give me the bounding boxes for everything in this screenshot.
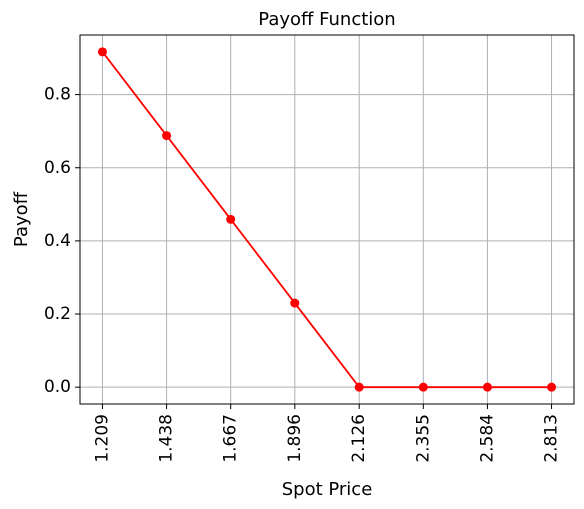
y-tick-label: 0.2 [44,304,71,324]
data-point [547,382,557,392]
data-point [97,47,107,57]
data-point [162,131,172,141]
series-line [101,51,552,389]
x-axis-ticks: 1.209 1.438 1.667 1.896 2.126 2.355 2.584 2.813 [92,404,562,463]
x-tick-label: 2.584 [477,414,497,463]
chart-title: Payoff Function [258,9,395,30]
grid [80,35,574,404]
x-tick-label: 2.813 [542,414,562,463]
x-tick-label: 1.438 [157,414,177,463]
x-tick-label: 2.126 [349,414,369,463]
y-tick-label: 0.0 [44,377,71,397]
x-tick-label: 2.355 [413,414,433,463]
series-markers [97,47,557,392]
y-axis-label: Payoff [11,191,32,247]
data-point [482,382,492,392]
x-tick-label: 1.896 [285,414,305,463]
y-tick-label: 0.6 [44,158,71,178]
x-tick-label: 1.667 [221,414,241,463]
y-tick-label: 0.8 [44,85,71,105]
data-point [418,382,428,392]
data-point [354,382,364,392]
series-line-path [101,51,552,389]
data-point [290,298,300,308]
y-tick-label: 0.4 [44,231,71,251]
y-axis-ticks: 0.0 0.2 0.4 0.6 0.8 [44,85,80,397]
x-tick-label: 1.209 [92,414,112,463]
plot-frame [79,34,575,405]
x-axis-label: Spot Price [282,479,373,500]
data-point [226,214,236,224]
